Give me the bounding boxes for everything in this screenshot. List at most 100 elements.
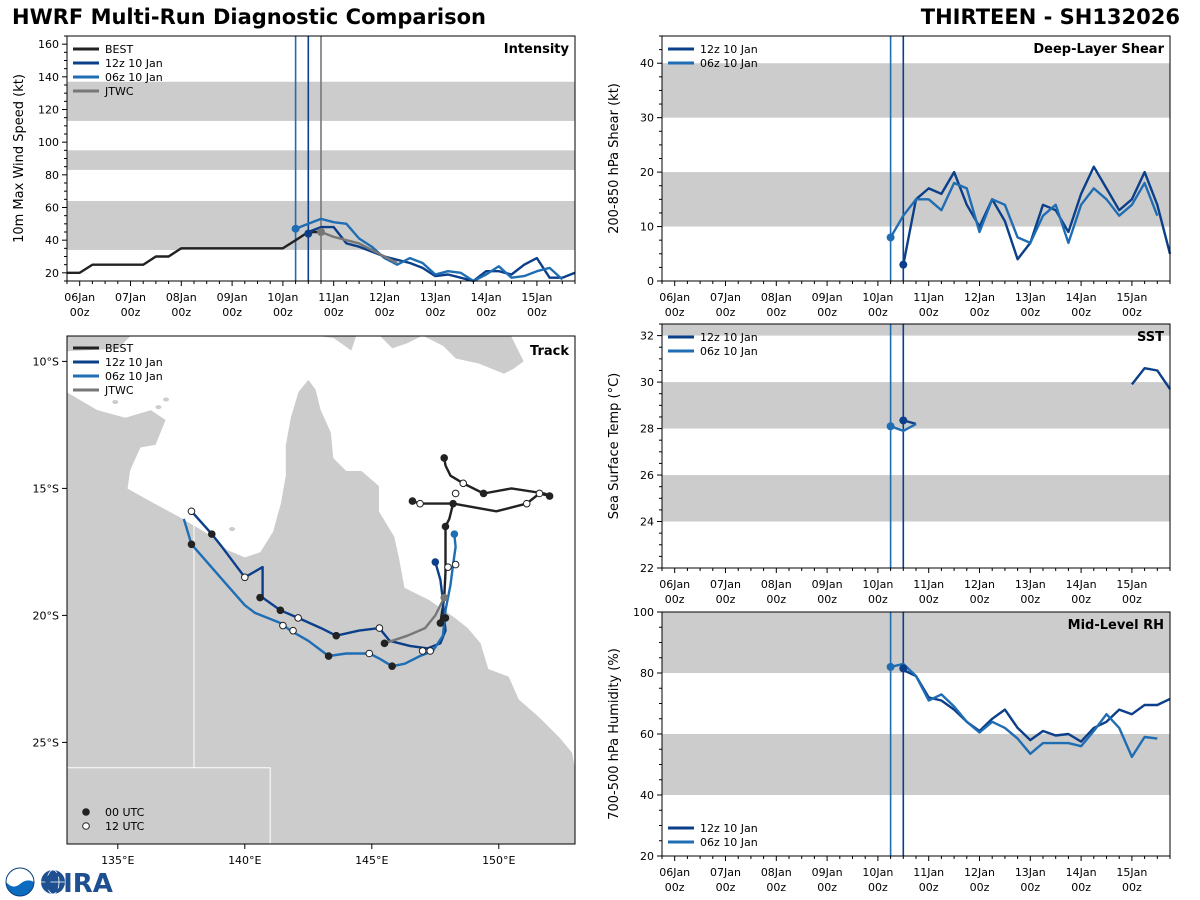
shear-xtick-hour: 00z — [919, 306, 939, 319]
track-point-00utc — [207, 530, 216, 538]
shear-series-line — [902, 165, 1172, 265]
shear-legend-label: 12z 10 Jan — [700, 43, 758, 56]
intensity-xtick-hour: 00z — [222, 306, 242, 319]
storm-id-title: THIRTEEN - SH132026 — [920, 5, 1180, 29]
intensity-panel: 20 40 60 80 100 120 140 160 06Jan 00z 07Jan 00z 08Ja… — [12, 35, 576, 319]
shear-ylabel: 200-850 hPa Shear (kt) — [607, 83, 622, 234]
sst-xtick-day: 06Jan — [659, 578, 690, 591]
shear-legend-label: 06z 10 Jan — [700, 57, 758, 70]
intensity-ytick-label: 120 — [38, 104, 59, 117]
intensity-xtick-hour: 00z — [476, 306, 496, 319]
track-legend-label: 12z 10 Jan — [105, 356, 163, 369]
rh-xtick-hour: 00z — [1020, 881, 1040, 894]
intensity-xtick-day: 10Jan — [267, 291, 298, 304]
shear-init-marker — [899, 260, 908, 269]
intensity-init-marker — [317, 228, 325, 236]
rh-init-marker — [886, 662, 895, 671]
sst-init-marker — [886, 422, 895, 431]
intensity-xtick-day: 11Jan — [318, 291, 349, 304]
shear-xtick-day: 11Jan — [913, 291, 944, 304]
track-xtick-label: 140°E — [228, 854, 261, 867]
track-ytick-label: 20°S — [33, 609, 59, 622]
shear-xtick-day: 14Jan — [1066, 291, 1097, 304]
sst-legend-label: 06z 10 Jan — [700, 345, 758, 358]
intensity-xtick-hour: 00z — [527, 306, 547, 319]
intensity-legend-label: 12z 10 Jan — [105, 57, 163, 70]
track-point-00utc — [440, 593, 448, 602]
sst-frame — [661, 323, 1171, 569]
track-panel: 135°E 140°E 145°E 150°E 10°S 15°S 20°S 25°S Trac… — [33, 335, 576, 867]
track-point-00utc — [408, 497, 417, 505]
rh-xtick-hour: 00z — [1071, 881, 1091, 894]
noaa-seal-icon — [5, 867, 35, 897]
cira-globe-icon — [41, 869, 65, 895]
track-frame — [66, 335, 576, 845]
sst-xtick-hour: 00z — [665, 593, 685, 606]
sst-xtick-hour: 00z — [1122, 593, 1142, 606]
rh-xtick-hour: 00z — [716, 881, 736, 894]
track-point-00utc — [276, 606, 285, 615]
sst-xtick-hour: 00z — [1020, 593, 1040, 606]
intensity-xtick-hour: 00z — [324, 306, 344, 319]
intensity-init-marker — [304, 229, 313, 238]
track-point-00utc — [441, 614, 450, 622]
intensity-legend-label: JTWC — [104, 85, 134, 98]
intensity-panel-title: Intensity — [504, 42, 570, 57]
track-point-00utc — [324, 652, 333, 660]
track-line — [182, 518, 457, 668]
rh-ylabel: 700-500 hPa Humidity (%) — [607, 648, 622, 820]
small-island — [518, 824, 525, 829]
track-point-12utc — [279, 621, 287, 630]
small-island — [155, 405, 162, 410]
track-point-12utc — [426, 647, 435, 655]
track-point-00utc — [479, 489, 488, 498]
track-point-00utc — [431, 558, 440, 566]
rh-series-line — [890, 662, 1158, 759]
track-point-12utc — [451, 560, 460, 569]
sst-ytick-label: 24 — [640, 516, 654, 529]
cira-logo-text: CIRA — [44, 869, 113, 899]
intensity-ytick-label: 60 — [45, 202, 59, 215]
sst-legend-label: 12z 10 Jan — [700, 331, 758, 344]
track-point-00utc — [449, 499, 457, 508]
small-island — [229, 527, 236, 532]
intensity-ytick-label: 160 — [38, 38, 59, 51]
rh-xtick-day: 14Jan — [1066, 866, 1097, 879]
sst-ylabel: Sea Surface Temp (°C) — [607, 373, 622, 520]
shear-xtick-hour: 00z — [1071, 306, 1091, 319]
track-point-12utc — [241, 573, 249, 582]
intensity-legend-label: 06z 10 Jan — [105, 71, 163, 84]
intensity-xtick-day: 12Jan — [369, 291, 400, 304]
track-xtick-label: 135°E — [101, 854, 134, 867]
sst-xtick-day: 08Jan — [761, 578, 792, 591]
intensity-legend-label: BEST — [105, 43, 133, 56]
intensity-xtick-hour: 00z — [425, 306, 445, 319]
rh-ytick-label: 100 — [633, 606, 654, 619]
rh-xtick-day: 10Jan — [862, 866, 893, 879]
intensity-xtick-hour: 00z — [70, 306, 90, 319]
sst-xtick-hour: 00z — [716, 593, 736, 606]
shear-xtick-hour: 00z — [1122, 306, 1142, 319]
track-point-12utc — [294, 614, 302, 622]
sst-init-marker — [899, 416, 908, 425]
sst-xtick-day: 15Jan — [1116, 578, 1147, 591]
sst-ytick-label: 30 — [640, 376, 654, 389]
small-island — [381, 826, 388, 831]
track-point-12utc — [535, 489, 544, 498]
legend-12utc-label: 12 UTC — [105, 820, 145, 833]
shear-panel-title: Deep-Layer Shear — [1033, 42, 1164, 57]
intensity-ytick-label: 140 — [38, 71, 59, 84]
rh-xtick-day: 07Jan — [710, 866, 741, 879]
track-point-00utc — [332, 631, 341, 640]
legend-00utc-label: 00 UTC — [105, 806, 145, 819]
sst-threshold-band — [662, 382, 1170, 429]
sst-panel: 22 24 26 28 30 32 06Jan 00z 07Jan 00z 08Jan 00z 09Ja… — [607, 323, 1171, 606]
shear-xtick-hour: 00z — [868, 306, 888, 319]
sst-series-line — [1130, 367, 1171, 390]
rh-xtick-hour: 00z — [970, 881, 990, 894]
intensity-ytick-label: 80 — [45, 169, 59, 182]
intensity-xtick-day: 13Jan — [420, 291, 451, 304]
track-point-00utc — [450, 530, 459, 538]
track-point-00utc — [440, 454, 448, 462]
track-ytick-label: 15°S — [33, 482, 59, 495]
